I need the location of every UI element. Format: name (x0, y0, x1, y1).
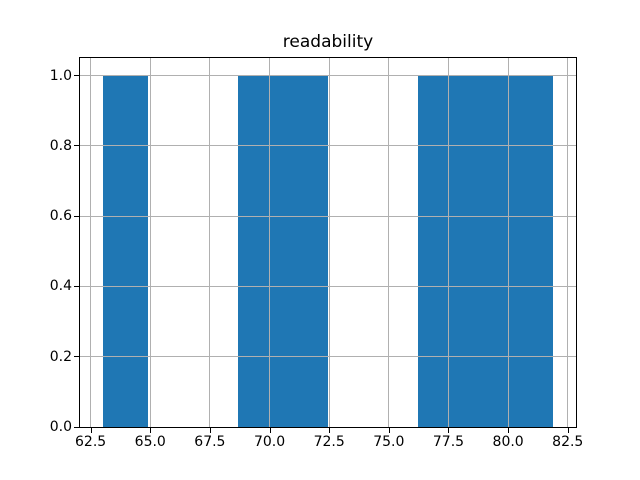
x-axis-tick-label: 77.5 (432, 434, 465, 450)
gridline-horizontal (80, 215, 576, 217)
x-axis-tick-label: 67.5 (194, 434, 226, 450)
gridline-vertical (328, 58, 330, 427)
y-axis-tick (74, 75, 79, 77)
gridline-horizontal (80, 426, 576, 427)
histogram-bar (282, 75, 328, 427)
x-axis-tick (90, 428, 92, 433)
y-axis-tick (74, 426, 79, 428)
y-axis-tick-label: 0.2 (49, 348, 72, 365)
x-axis-tick-label: 72.5 (313, 434, 345, 450)
y-axis-tick (74, 145, 79, 147)
y-axis-tick-label: 1.0 (49, 67, 72, 84)
x-axis-tick-label: 62.5 (75, 434, 107, 450)
x-axis-tick (209, 428, 211, 433)
chart-title: readability (282, 32, 374, 52)
histogram-bar (508, 75, 554, 427)
gridline-vertical (447, 58, 449, 427)
y-axis-tick-label: 0.4 (49, 278, 72, 295)
gridline-vertical (388, 58, 390, 427)
x-axis-tick (269, 428, 271, 433)
x-axis-tick (388, 428, 390, 433)
x-axis-tick-label: 65.0 (134, 434, 166, 450)
x-axis-tick-label: 70.0 (253, 434, 286, 450)
histogram-bar (463, 75, 509, 427)
plot-area (79, 57, 577, 428)
y-axis-tick-label: 0.8 (49, 137, 72, 154)
y-axis-tick (74, 215, 79, 217)
x-axis-tick (448, 428, 450, 433)
y-axis-tick-label: 0.6 (49, 208, 72, 225)
x-axis-tick (508, 428, 510, 433)
histogram-bar (102, 75, 148, 427)
gridline-vertical (90, 58, 92, 427)
histogram-bar (418, 75, 464, 427)
gridline-horizontal (80, 145, 576, 147)
histogram-bar (237, 75, 283, 427)
x-axis-tick (329, 428, 331, 433)
gridline-vertical (567, 58, 569, 427)
y-axis-tick (74, 356, 79, 358)
x-axis-tick (150, 428, 152, 433)
x-axis-tick-label: 82.5 (552, 434, 584, 450)
gridline-vertical (507, 58, 509, 427)
y-axis-tick (74, 285, 79, 287)
x-axis-tick-label: 75.0 (373, 434, 405, 450)
gridline-horizontal (80, 356, 576, 358)
gridline-vertical (149, 58, 151, 427)
gridline-horizontal (80, 285, 576, 287)
gridline-horizontal (80, 75, 576, 77)
x-axis-tick-label: 80.0 (492, 434, 524, 450)
x-axis-tick (567, 428, 569, 433)
y-axis-tick-label: 0.0 (49, 419, 72, 435)
gridline-vertical (269, 58, 271, 427)
gridline-vertical (209, 58, 211, 427)
